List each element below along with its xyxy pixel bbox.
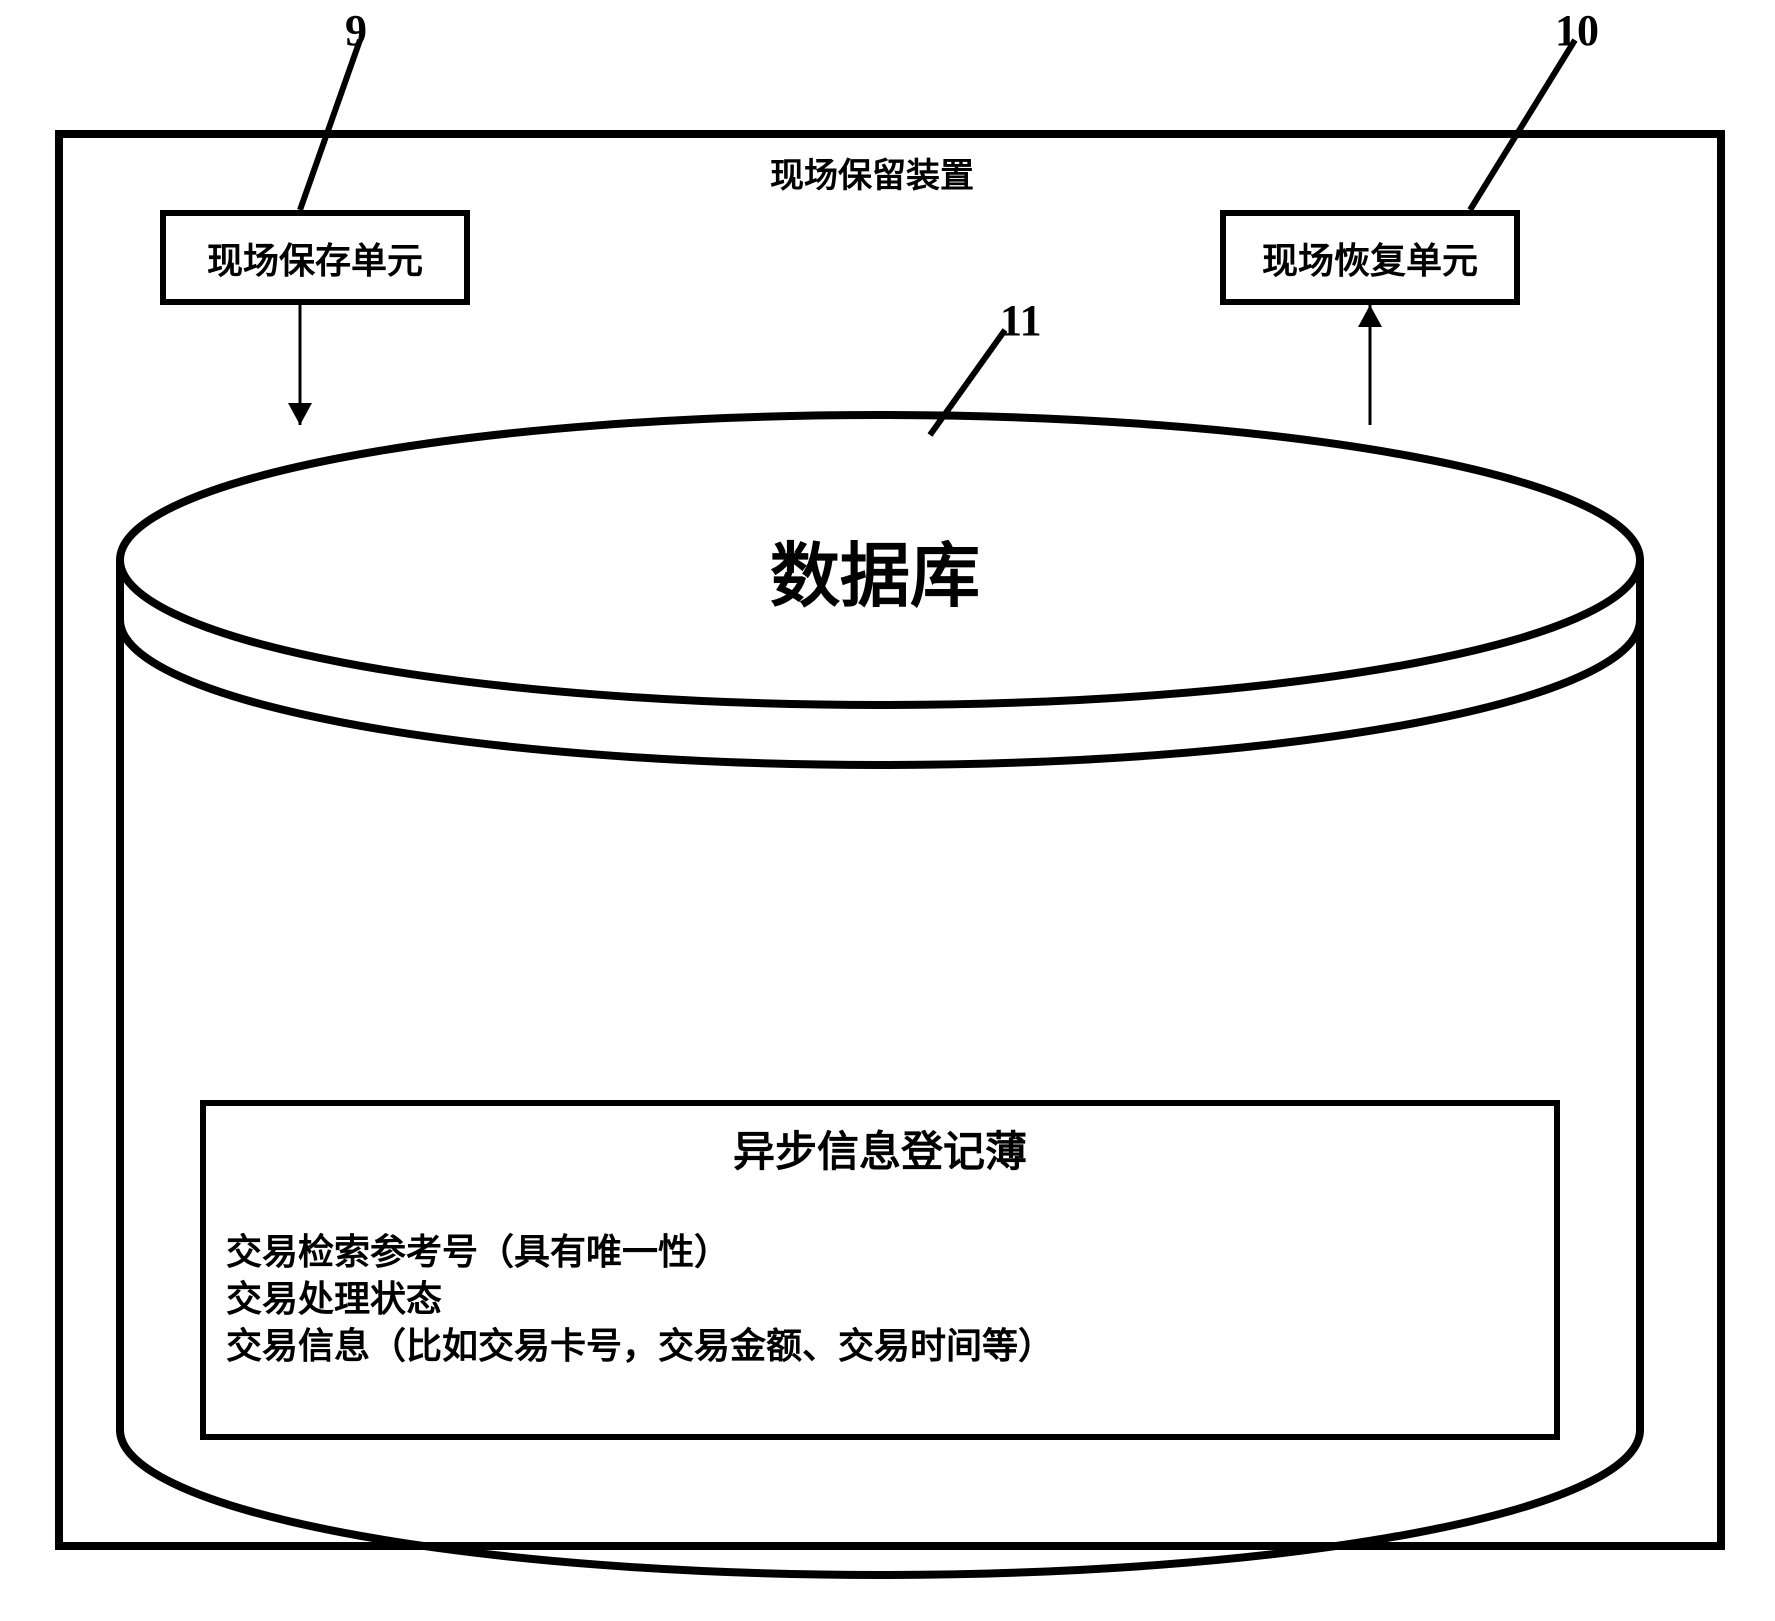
save-unit-label: 现场保存单元 <box>207 232 423 284</box>
restore-unit-box: 现场恢复单元 <box>1220 210 1520 305</box>
register-title: 异步信息登记薄 <box>206 1106 1554 1179</box>
outer-frame-title: 现场保留装置 <box>770 148 974 197</box>
register-line-1: 交易检索参考号（具有唯一性） <box>226 1229 1554 1276</box>
save-unit-box: 现场保存单元 <box>160 210 470 305</box>
database-label: 数据库 <box>770 520 980 621</box>
register-box: 异步信息登记薄 交易检索参考号（具有唯一性） 交易处理状态 交易信息（比如交易卡… <box>200 1100 1560 1440</box>
callout-11: 11 <box>1000 295 1042 346</box>
restore-unit-label: 现场恢复单元 <box>1262 232 1478 284</box>
callout-9: 9 <box>345 5 367 56</box>
diagram-canvas: 现场保留装置 现场保存单元 现场恢复单元 数据库 异步信息登记薄 交易检索参考号… <box>0 0 1775 1621</box>
register-line-3: 交易信息（比如交易卡号，交易金额、交易时间等） <box>226 1323 1554 1370</box>
register-line-2: 交易处理状态 <box>226 1276 1554 1323</box>
callout-10: 10 <box>1555 5 1599 56</box>
